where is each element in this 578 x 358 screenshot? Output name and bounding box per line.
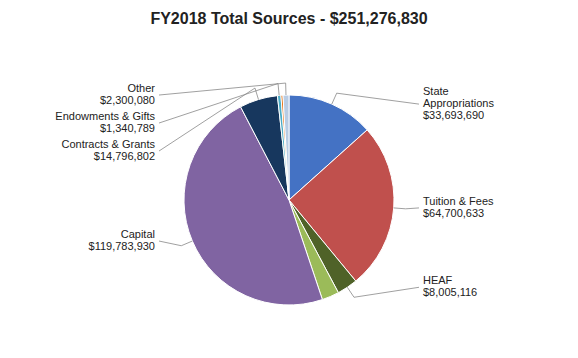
slice-label: Contracts & Grants [61,138,155,150]
slice-label-line: HEAF [423,274,453,286]
data-label: $8,005,116 [423,286,477,298]
data-label: $33,693,690 [423,109,484,121]
leader-line [347,287,419,297]
slice [184,107,322,305]
slice-label: Capital [121,228,155,240]
slice-label-line: Endowments & Gifts [55,110,155,122]
chart: FY2018 Total Sources - $251,276,830 State… [0,0,578,358]
slice-label-line: Tuition & Fees [423,195,494,207]
slice-label: Other [127,82,155,94]
slice-label: HEAF [423,274,453,286]
title: FY2018 Total Sources - $251,276,830 [150,10,427,27]
slice-label-line: State [423,85,449,97]
leader-line [332,93,419,104]
slice-label: Tuition & Fees [423,195,494,207]
data-label: $1,340,789 [100,122,155,134]
leader-line [394,207,419,209]
slice-label: Endowments & Gifts [55,110,155,122]
slice-label: StateAppropriations [423,85,494,109]
slice-label-line: Appropriations [423,97,494,109]
slice-label-line: Capital [121,228,155,240]
slice-label-line: Other [127,82,155,94]
leader-line [159,241,192,246]
slice [277,95,289,200]
slice [281,95,289,200]
leader-line [159,83,286,95]
labels: StateAppropriations$33,693,690 Tuition & … [55,82,494,298]
slice-label-line: Contracts & Grants [61,138,155,150]
data-label: $14,796,802 [94,150,155,162]
data-label: $119,783,930 [89,240,155,252]
data-label: $64,700,633 [423,207,484,219]
slice [283,95,289,200]
slice [241,96,289,200]
data-label: $2,300,080 [100,94,155,106]
pie [184,95,394,305]
leader-line [159,88,258,151]
